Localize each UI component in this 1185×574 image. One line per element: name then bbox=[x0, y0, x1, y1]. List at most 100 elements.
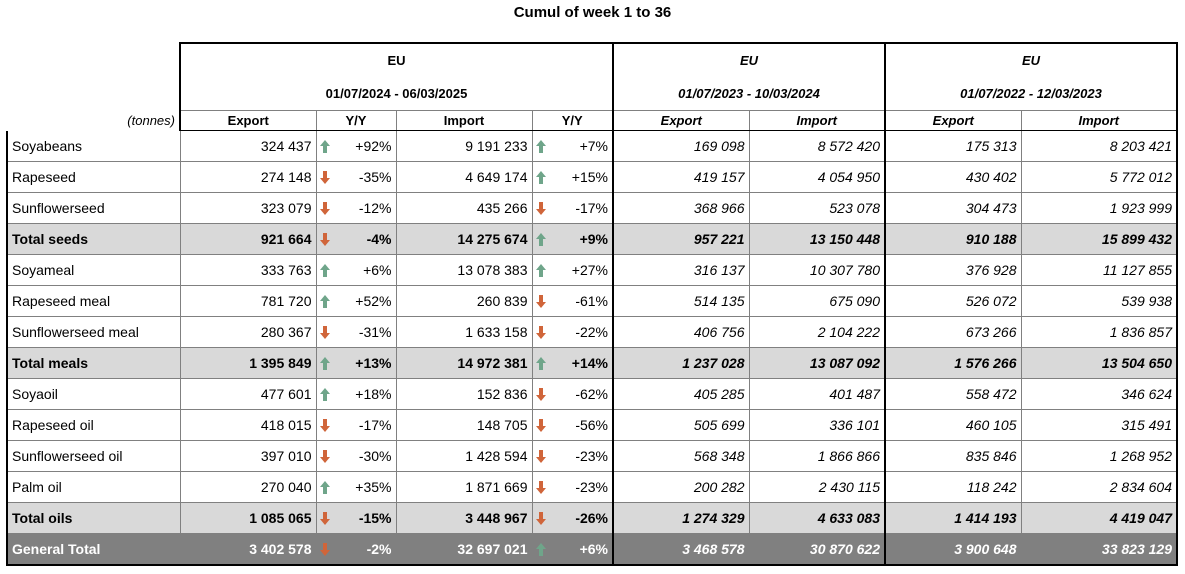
arrow-down-icon bbox=[319, 449, 330, 463]
period-2024: 01/07/2024 - 06/03/2025 bbox=[179, 77, 614, 111]
table-row: Sunflowerseed oil 397 010 -30% 1 428 594 -23… bbox=[6, 440, 1178, 472]
row-label: Sunflowerseed meal bbox=[6, 316, 181, 348]
import-2022-value: 4 419 047 bbox=[1021, 502, 1178, 534]
col-import-2022: Import bbox=[1021, 110, 1178, 131]
import-2024-value: 435 266 bbox=[396, 192, 533, 224]
import-2022-value: 11 127 855 bbox=[1021, 254, 1178, 286]
export-yy-value: -35% bbox=[342, 161, 397, 193]
export-2023-value: 169 098 bbox=[613, 130, 750, 162]
subtotal-row: Total oils 1 085 065 -15% 3 448 967 -26% 1 27… bbox=[6, 502, 1178, 534]
arrow-down-icon bbox=[535, 201, 546, 215]
export-2022-value: 1 414 193 bbox=[885, 502, 1022, 534]
import-2023-value: 4 633 083 bbox=[749, 502, 886, 534]
unit-label: (tonnes) bbox=[127, 113, 175, 128]
arrow-down-icon bbox=[535, 387, 546, 401]
table-row: Soyameal 333 763 +6% 13 078 383 +27% 316 137 1… bbox=[6, 254, 1178, 286]
import-2023-value: 336 101 bbox=[749, 409, 886, 441]
export-yy-value: +35% bbox=[342, 471, 397, 503]
table-row: Palm oil 270 040 +35% 1 871 669 -23% 200 282 2… bbox=[6, 471, 1178, 503]
import-2024-value: 4 649 174 bbox=[396, 161, 533, 193]
trend-arrow-cell bbox=[532, 502, 558, 534]
arrow-down-icon bbox=[319, 511, 330, 525]
trend-arrow-cell bbox=[316, 130, 342, 162]
arrow-down-icon bbox=[319, 542, 330, 556]
export-2023-value: 419 157 bbox=[613, 161, 750, 193]
row-label: Rapeseed bbox=[6, 161, 181, 193]
trend-arrow-cell bbox=[532, 192, 558, 224]
import-2023-value: 8 572 420 bbox=[749, 130, 886, 162]
row-label: Total meals bbox=[6, 347, 181, 379]
export-2022-value: 835 846 bbox=[885, 440, 1022, 472]
row-label: Soyameal bbox=[6, 254, 181, 286]
trend-arrow-cell bbox=[316, 285, 342, 317]
import-2024-value: 1 633 158 bbox=[396, 316, 533, 348]
trend-arrow-cell bbox=[532, 440, 558, 472]
trend-arrow-cell bbox=[532, 316, 558, 348]
import-yy-value: -23% bbox=[558, 471, 614, 503]
group-header-2022: EU bbox=[885, 42, 1178, 77]
arrow-down-icon bbox=[535, 511, 546, 525]
trend-arrow-cell bbox=[316, 254, 342, 286]
group-header-2023: EU bbox=[613, 42, 886, 77]
period-2023: 01/07/2023 - 10/03/2024 bbox=[613, 77, 886, 111]
export-yy-value: -2% bbox=[342, 533, 397, 566]
table-row: Rapeseed 274 148 -35% 4 649 174 +15% 419 157 4… bbox=[6, 161, 1178, 193]
col-export-2024: Export bbox=[179, 110, 317, 131]
import-2022-value: 315 491 bbox=[1021, 409, 1178, 441]
arrow-down-icon bbox=[535, 449, 546, 463]
export-2024-value: 418 015 bbox=[180, 409, 317, 441]
trend-arrow-cell bbox=[316, 161, 342, 193]
import-2023-value: 523 078 bbox=[749, 192, 886, 224]
arrow-up-icon bbox=[319, 294, 330, 308]
arrow-up-icon bbox=[319, 387, 330, 401]
arrow-down-icon bbox=[535, 480, 546, 494]
import-2023-value: 2 104 222 bbox=[749, 316, 886, 348]
import-2024-value: 32 697 021 bbox=[396, 533, 533, 566]
trend-arrow-cell bbox=[316, 471, 342, 503]
import-yy-value: +15% bbox=[558, 161, 614, 193]
trend-arrow-cell bbox=[532, 378, 558, 410]
import-yy-value: +9% bbox=[558, 223, 614, 255]
export-2022-value: 526 072 bbox=[885, 285, 1022, 317]
import-2023-value: 401 487 bbox=[749, 378, 886, 410]
export-yy-value: +13% bbox=[342, 347, 397, 379]
import-2022-value: 13 504 650 bbox=[1021, 347, 1178, 379]
trend-arrow-cell bbox=[532, 130, 558, 162]
col-import-2024: Import bbox=[396, 110, 533, 131]
arrow-up-icon bbox=[319, 139, 330, 153]
export-yy-value: -17% bbox=[342, 409, 397, 441]
import-yy-value: -56% bbox=[558, 409, 614, 441]
export-yy-value: +92% bbox=[342, 130, 397, 162]
arrow-down-icon bbox=[319, 201, 330, 215]
trend-arrow-cell bbox=[532, 223, 558, 255]
import-2022-value: 15 899 432 bbox=[1021, 223, 1178, 255]
trend-arrow-cell bbox=[532, 161, 558, 193]
import-2023-value: 13 150 448 bbox=[749, 223, 886, 255]
trend-arrow-cell bbox=[532, 533, 558, 566]
trend-arrow-cell bbox=[316, 192, 342, 224]
row-label: Sunflowerseed bbox=[6, 192, 181, 224]
trend-arrow-cell bbox=[316, 533, 342, 566]
import-2022-value: 33 823 129 bbox=[1021, 533, 1178, 566]
import-yy-value: -22% bbox=[558, 316, 614, 348]
import-yy-value: +7% bbox=[558, 130, 614, 162]
export-2023-value: 1 274 329 bbox=[613, 502, 750, 534]
export-2022-value: 175 313 bbox=[885, 130, 1022, 162]
trend-arrow-cell bbox=[316, 347, 342, 379]
export-2024-value: 3 402 578 bbox=[180, 533, 317, 566]
import-2024-value: 14 972 381 bbox=[396, 347, 533, 379]
subtotal-row: Total seeds 921 664 -4% 14 275 674 +9% 957 22… bbox=[6, 223, 1178, 255]
export-2022-value: 118 242 bbox=[885, 471, 1022, 503]
period-2022: 01/07/2022 - 12/03/2023 bbox=[885, 77, 1178, 111]
export-2023-value: 316 137 bbox=[613, 254, 750, 286]
row-label: Total seeds bbox=[6, 223, 181, 255]
import-yy-value: -62% bbox=[558, 378, 614, 410]
import-2022-value: 1 923 999 bbox=[1021, 192, 1178, 224]
export-2022-value: 430 402 bbox=[885, 161, 1022, 193]
arrow-up-icon bbox=[535, 356, 546, 370]
export-yy-value: +6% bbox=[342, 254, 397, 286]
table-row: Sunflowerseed 323 079 -12% 435 266 -17% 368 9… bbox=[6, 192, 1178, 224]
import-2022-value: 1 836 857 bbox=[1021, 316, 1178, 348]
header-spacer bbox=[7, 43, 180, 77]
trend-arrow-cell bbox=[316, 378, 342, 410]
